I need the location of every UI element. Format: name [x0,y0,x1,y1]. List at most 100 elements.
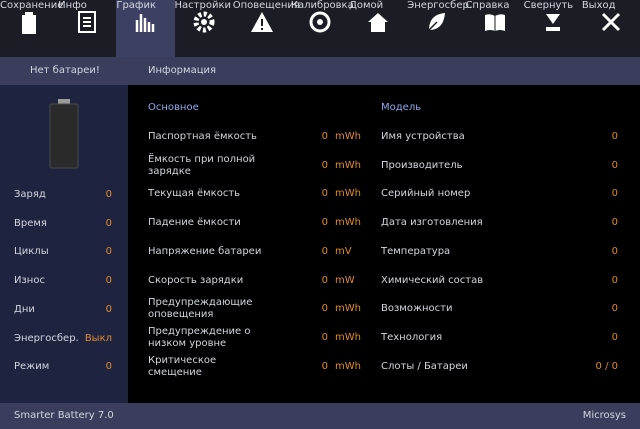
toolbar-button[interactable]: Справка [465,0,523,57]
left-panel: Заряд 0 Время 0 Циклы 0 Износ 0 Дни 0 Энергосбер. В… [0,85,128,403]
button-label: График [116,0,157,11]
info-value: 0 [321,245,328,257]
info-label: Падение ёмкости [148,217,241,229]
toolbar-button[interactable]: Инфо [58,0,116,57]
toolbar-button[interactable]: Настройки [175,0,233,57]
stat-row: Режим 0 [14,353,112,381]
stat-value: 0 [105,361,112,373]
toolbar: Сохранение Инфо График Настройки Оповещения К… [0,0,640,57]
button-label: Настройки [174,0,232,11]
icon [601,12,620,32]
toolbar-button[interactable]: Свернуть [524,0,582,57]
info-label: Предупреждение о низком уровне [148,325,251,349]
info-row: Предупреждение о низком уровне 0 mWh [148,324,368,352]
stat-label: Режим [14,361,50,373]
app-name: Smarter Battery 7.0 [14,410,114,421]
stat-label: Время [14,217,47,229]
info-row: Скорость зарядки 0 mW [148,267,368,295]
info-value: 0 / 0 [595,360,618,372]
info-unit: mV [335,245,352,257]
button-label: Инфо [58,0,87,11]
toolbar-button[interactable]: Сохранение [0,0,64,57]
info-row: Возможности 0 [381,295,618,323]
stat-row: Износ 0 [14,267,112,295]
icon [309,11,331,33]
stat-label: Энергосбер. [14,332,79,344]
stat-row: Время 0 [14,210,112,238]
toolbar-button[interactable]: График [116,0,175,57]
toolbar-button[interactable]: Калибровка [291,0,354,57]
button-label: Справка [465,0,510,11]
button-label: Домой [349,0,384,11]
toolbar-button[interactable]: Выход [582,0,640,57]
info-value: 0 [321,303,328,315]
stat-value: 0 [105,217,112,229]
info-label: Предупреждающие оповещения [148,297,253,321]
info-row: Текущая ёмкость 0 mWh [148,180,368,208]
toolbar-button[interactable]: Оповещения [232,0,300,57]
info-label: Слоты / Батареи [381,360,468,372]
info-label: Критическое смещение [148,354,217,378]
battery-icon [49,99,79,169]
info-row: Дата изготовления 0 [381,209,618,237]
button-label: Энергосбер. [407,0,473,11]
stat-value: 0 [105,275,112,287]
info-value: 0 [321,131,328,142]
stat-label: Циклы [14,246,49,258]
button-label: Оповещения [232,0,300,11]
icon [136,14,155,32]
info-value: 0 [321,217,328,229]
info-label: Ёмкость при полной зарядке [148,153,256,177]
status-bar: Smarter Battery 7.0 Microsys [0,403,640,429]
icon [78,11,97,33]
info-unit: mWh [335,159,361,171]
info-row: Напряжение батареи 0 mV [148,238,368,266]
info-row: Критическое смещение 0 mWh [148,353,368,381]
info-value: 0 [321,274,328,286]
button-label: Сохранение [0,0,64,11]
button-label: Свернуть [523,0,574,11]
icon [484,14,505,31]
info-row: Слоты / Батареи 0 / 0 [381,353,618,381]
stat-label: Дни [14,303,35,315]
info-value: 0 [611,131,618,142]
info-label: Серийный номер [381,188,471,200]
info-value: 0 [321,188,328,200]
info-value: 0 [611,245,618,257]
info-label: Возможности [381,303,453,315]
toolbar-button[interactable]: Домой [349,0,407,57]
info-label: Имя устройства [381,131,465,142]
info-row: Предупреждающие оповещения 0 mWh [148,295,368,323]
info-row: Имя устройства 0 [381,123,618,151]
info-row: Паспортная ёмкость 0 mWh [148,123,368,151]
stat-label: Заряд [14,189,46,200]
stat-row: Дни 0 [14,296,112,324]
info-unit: mW [335,274,355,286]
info-label: Производитель [381,159,463,171]
stat-value: Выкл [84,332,112,344]
info-value: 0 [321,360,328,372]
stat-value: 0 [105,246,112,258]
info-label: Химический состав [381,274,484,286]
stat-row: Циклы 0 [14,238,112,266]
info-value: 0 [611,159,618,171]
info-unit: mWh [335,303,361,315]
stat-row: Энергосбер. Выкл [14,325,112,353]
info-row: Технология 0 [381,324,618,352]
info-unit: mWh [335,360,361,372]
info-label: Дата изготовления [381,217,483,229]
section-heading: Модель [381,102,422,113]
info-value: 0 [321,159,328,171]
info-unit: mWh [335,131,361,142]
toolbar-button[interactable]: Энергосбер. [407,0,473,57]
info-label: Паспортная ёмкость [148,131,257,142]
icon [22,12,37,34]
tab-label[interactable]: Информация [148,65,217,76]
info-value: 0 [611,331,618,343]
icon [368,13,389,32]
stat-row: Заряд 0 [14,181,112,209]
subheader: Нет батареи! Информация [0,57,640,85]
stat-value: 0 [105,189,112,200]
info-unit: mWh [335,188,361,200]
